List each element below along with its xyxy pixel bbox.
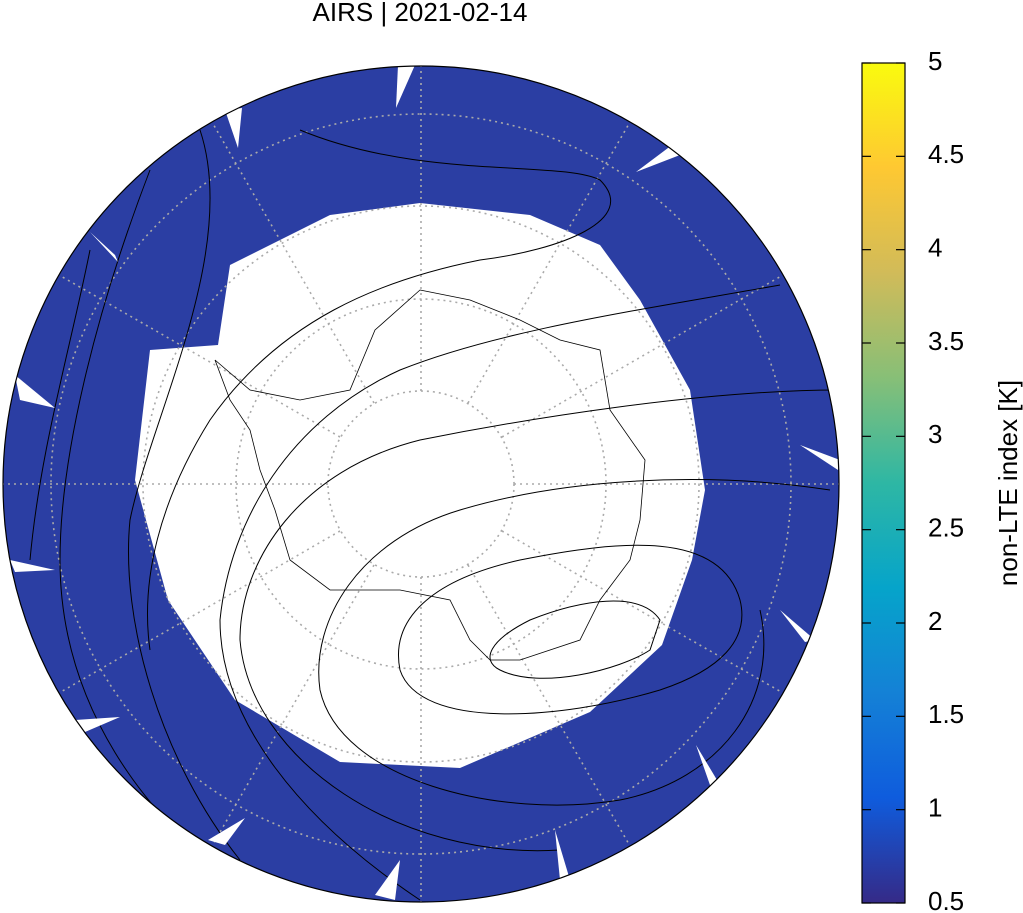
colorbar-tick-label: 2.5 [928,513,964,543]
colorbar-tick-label: 2 [928,606,942,636]
graticule [3,66,839,902]
colorbar-tick-label: 0.5 [928,886,964,913]
colorbar-tick-label: 4.5 [928,139,964,169]
colorbar-tick-label: 3.5 [928,326,964,356]
colorbar-scale [861,62,906,904]
swath-gaps [10,66,839,900]
coastline [214,289,646,661]
colorbar-tick-label: 5 [928,46,942,76]
map-border [2,65,840,903]
map [3,66,839,902]
colorbar: 0.5 1 1.5 2 2.5 3 3.5 4 4.5 5 [861,46,964,913]
colorbar-label: non-LTE index [K] [993,380,1023,586]
chart-title: AIRS | 2021-02-14 [313,0,528,27]
no-data-region [135,203,705,768]
colorbar-tick-label: 3 [928,419,942,449]
colorbar-tick-label: 4 [928,233,942,263]
colorbar-tick-label: 1 [928,793,942,823]
colorbar-tick-label: 1.5 [928,699,964,729]
contours [29,129,839,901]
